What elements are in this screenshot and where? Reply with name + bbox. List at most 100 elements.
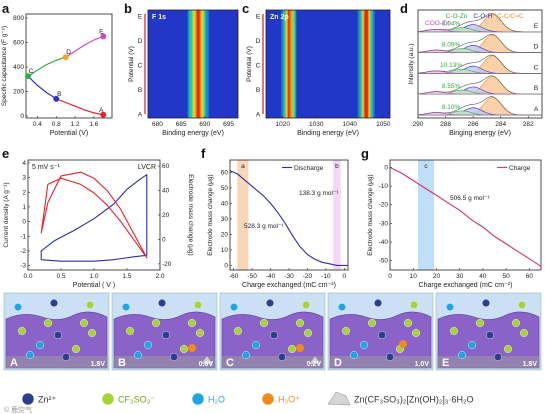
- water-icon: [360, 341, 369, 350]
- triflate-icon: [342, 327, 351, 336]
- water-icon: [143, 341, 152, 350]
- chart-g-xtick-label: 10: [410, 273, 418, 280]
- chart-e: 0.0 0.5 1.0 1.5 2.0 -3 -2 -1 0 1 2 3 4 -20 0 20 40 60 5 mV…: [3, 159, 194, 289]
- stage-voltage: 0.8V: [199, 361, 214, 368]
- zn-ion-icon: [278, 353, 287, 362]
- chart-a-xtick-label: 0.4: [33, 121, 42, 128]
- hydronium-icon: [188, 344, 196, 352]
- zn-ion-icon: [386, 353, 395, 362]
- hydronium-icon: [296, 344, 304, 352]
- chart-g-band-c: [417, 160, 435, 270]
- chart-f-ytick-label: 30: [221, 216, 229, 223]
- chart-a-point-label: A: [99, 107, 104, 114]
- stage-C: C 0.2V: [219, 292, 326, 371]
- chart-a-point-label: E: [99, 28, 104, 35]
- chart-c-state-label: B: [256, 87, 260, 94]
- chart-f-xtick-label: 0: [343, 273, 347, 280]
- chart-d-legend-cc: C-C/C=C: [497, 13, 524, 20]
- stage-substrate: [330, 356, 431, 368]
- chart-g-ytick-label: -20: [379, 202, 389, 209]
- triflate-icon: [412, 329, 421, 338]
- chart-d-xtick-label: 286: [468, 121, 479, 128]
- chart-d-xtick-label: 282: [523, 121, 534, 128]
- chart-e-ylabel: Current density (A g⁻¹): [3, 182, 10, 247]
- chart-d-state-label: D: [534, 44, 539, 51]
- chart-b-state-label: A: [138, 112, 143, 119]
- water-icon: [36, 341, 45, 350]
- chart-d-ylabel: Intensity (a.u.): [408, 43, 415, 84]
- stage-substrate: [6, 356, 107, 368]
- chart-c-state-label: C: [256, 63, 261, 70]
- triflate-icon: [476, 319, 485, 328]
- triflate-icon: [179, 345, 188, 354]
- zn-ion-icon: [482, 299, 491, 308]
- schematic: A 1.8V B 0.8V C 0.2V D 1.0V E 1.8V Zn²⁺ CF₃SO₃⁻ H₂O H…: [0, 290, 545, 414]
- chart-b-heat: [148, 10, 238, 118]
- chart-g-ytick-label: -50: [379, 258, 389, 265]
- panel-label-e: e: [2, 146, 9, 161]
- chart-f-ytick-label: 40: [221, 200, 229, 207]
- chart-g-ytick-label: -40: [379, 239, 389, 246]
- chart-f: a b Discharge 138.3 g mol⁻¹ 528.3 g mol⁻¹ -60…: [207, 159, 349, 289]
- stage-label: E: [442, 357, 449, 369]
- chart-a-ylabel: Specific capacitance (F g⁻¹): [1, 26, 8, 106]
- chart-e-ytick-label: -3: [20, 263, 26, 270]
- chart-d-state-label: E: [534, 23, 539, 30]
- chart-e-xtick-label: 1.0: [89, 273, 98, 280]
- zn-ion-icon: [169, 353, 178, 362]
- chart-b-xtick-label: 680: [152, 121, 163, 128]
- chart-c-state-label: D: [256, 38, 261, 45]
- chart-e-xtick-label: 0.5: [56, 273, 65, 280]
- triflate-icon: [520, 329, 529, 338]
- chart-d-xtick-label: 284: [495, 121, 506, 128]
- chart-a-xtick-label: 0.8: [52, 121, 61, 128]
- triflate-icon: [87, 329, 96, 338]
- chart-b-state-label: E: [138, 14, 143, 21]
- precipitate-icon: [327, 391, 351, 406]
- chart-d-percent: 6.04%: [442, 21, 461, 28]
- water-icon: [468, 341, 477, 350]
- chart-g-xtick-label: 60: [526, 273, 534, 280]
- chart-a-point-label: B: [57, 91, 61, 98]
- triflate-icon: [18, 327, 27, 336]
- chart-b-title: F 1s: [152, 14, 166, 21]
- chart-g-series-charge: [389, 167, 542, 267]
- triflate-icon: [187, 319, 196, 328]
- chart-f-annotation: 138.3 g mol⁻¹: [299, 190, 339, 197]
- chart-c-xtick-label: 1050: [376, 121, 391, 128]
- chart-c-xtick-label: 1040: [343, 121, 358, 128]
- chart-f-ytick-label: 50: [221, 185, 229, 192]
- triflate-icon: [193, 301, 202, 310]
- stage-voltage: 0.2V: [307, 361, 322, 368]
- panel-label-f: f: [201, 146, 206, 161]
- chart-e-y2tick-label: 60: [162, 163, 170, 170]
- chart-e-y2tick-label: 0: [162, 236, 166, 243]
- water-icon: [26, 351, 35, 360]
- chart-d-legend-coh: C-O-H: [473, 13, 492, 20]
- water-icon: [338, 303, 347, 312]
- chart-g-ytick-label: -30: [379, 220, 389, 227]
- hydronium-icon: [399, 340, 407, 348]
- chart-f-xtick-label: -10: [321, 273, 331, 280]
- chart-f-annotation: 528.3 g mol⁻¹: [244, 223, 284, 230]
- chart-d-state-label: A: [534, 106, 539, 113]
- chart-b-xtick-label: 695: [223, 121, 234, 128]
- chart-g-ytick-label: 0: [384, 164, 388, 171]
- water-icon: [121, 303, 130, 312]
- triflate-icon: [85, 301, 94, 310]
- legend-label-hydronium-icon: H₃O⁺: [278, 395, 300, 405]
- chart-e-y2tick-label: -20: [162, 261, 172, 268]
- chart-a-xlabel: Potential (V): [50, 130, 89, 137]
- triflate-icon: [450, 327, 459, 336]
- panel-label-a: a: [2, 1, 10, 16]
- chart-g-band-label: c: [424, 163, 428, 170]
- triflate-icon: [404, 319, 413, 328]
- chart-c-ylabel: Potential (V): [246, 46, 253, 82]
- chart-e-series-cv: [40, 174, 148, 262]
- chart-a-ytick-label: 200: [13, 89, 24, 96]
- chart-c: E D C B A 1020 1030 1040 1050 Binding energy (eV)…: [246, 9, 391, 137]
- chart-e-series-mass: [40, 171, 148, 259]
- chart-f-ytick-label: 0: [224, 262, 228, 269]
- zn-ion-icon: [374, 299, 383, 308]
- stage-label: D: [334, 357, 342, 369]
